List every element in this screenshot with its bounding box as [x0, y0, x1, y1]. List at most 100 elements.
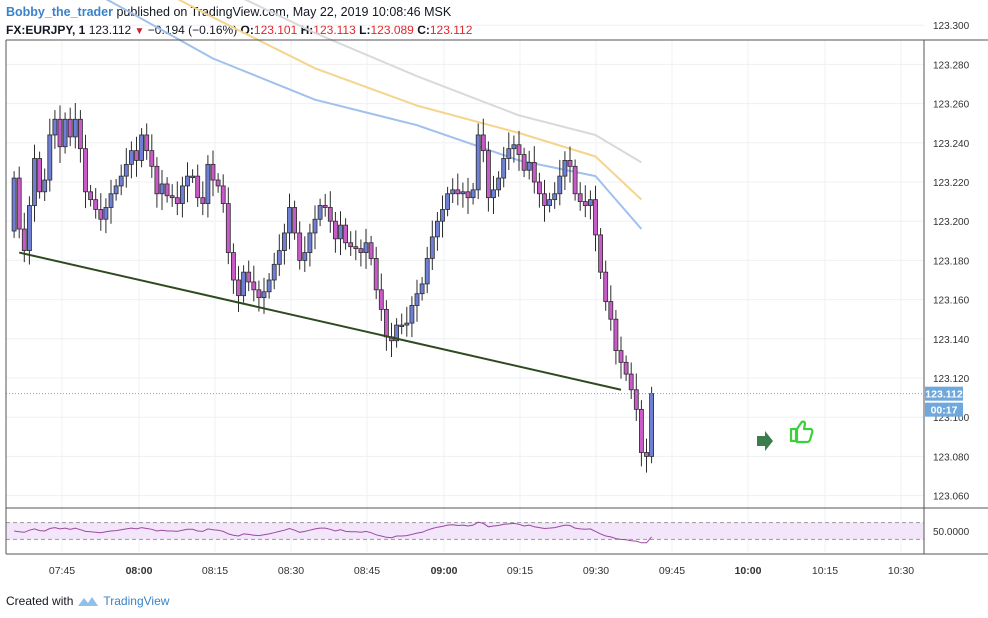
tradingview-logo-icon[interactable]	[77, 595, 99, 607]
candle	[62, 112, 68, 154]
candle	[93, 188, 99, 219]
candle-body	[57, 118, 63, 148]
candle-body	[78, 118, 83, 150]
candle	[521, 147, 527, 178]
candle	[440, 195, 445, 238]
support-trendline[interactable]	[18, 251, 622, 391]
rsi-panel	[6, 521, 924, 544]
thumbs-up-annotation[interactable]	[789, 420, 814, 444]
candle-body	[276, 250, 282, 265]
candle-body	[628, 373, 634, 391]
candle-body	[52, 118, 58, 136]
candle	[383, 300, 389, 351]
arrow-annotation[interactable]	[757, 431, 773, 451]
candle-body	[205, 163, 211, 204]
candle-body	[230, 252, 236, 281]
candle	[37, 151, 42, 199]
price-tick-label: 123.180	[933, 256, 970, 267]
candle-body	[144, 134, 150, 152]
candle-body	[307, 232, 313, 253]
candle-body	[169, 195, 175, 199]
candle	[353, 230, 359, 261]
candle-body	[644, 452, 649, 457]
candle	[16, 166, 22, 239]
candle	[542, 179, 547, 222]
candle-body	[429, 236, 435, 259]
time-tick-label: 08:15	[202, 565, 228, 577]
price-tick-label: 123.240	[933, 139, 970, 150]
candle	[368, 235, 374, 266]
candle	[547, 192, 552, 213]
price-tick-label: 123.300	[933, 21, 970, 32]
candle	[11, 171, 17, 238]
candle-body	[154, 165, 160, 195]
candle-body	[399, 324, 405, 327]
candle	[358, 239, 364, 267]
candle-body	[511, 144, 517, 150]
candle	[72, 103, 78, 149]
candle	[292, 200, 298, 240]
author-name[interactable]: Bobby_the_trader	[6, 5, 113, 19]
candle	[429, 220, 435, 271]
candle-body	[108, 193, 114, 208]
candle	[552, 182, 558, 209]
created-with-label: Created with	[6, 594, 74, 608]
candle-body	[261, 291, 267, 299]
moving-average-line	[177, 0, 643, 201]
candle	[424, 246, 430, 294]
candle	[649, 386, 654, 464]
time-tick-label: 08:00	[126, 565, 153, 577]
candle-body	[409, 305, 415, 324]
grid-lines	[6, 24, 924, 552]
candle-body	[62, 118, 68, 148]
candle	[603, 260, 609, 311]
rsi-tick-label: 50.0000	[933, 527, 970, 538]
candle-body	[251, 281, 257, 291]
candle-body	[582, 201, 588, 206]
candle	[450, 178, 456, 203]
candle-body	[123, 163, 129, 177]
candle	[281, 223, 287, 265]
published-text: published on TradingView.com, May 22, 20…	[116, 5, 452, 19]
candle	[633, 373, 639, 421]
candle-body	[322, 205, 328, 208]
tradingview-brand[interactable]: TradingView	[103, 594, 170, 608]
candle	[343, 218, 349, 250]
thumbs-up-icon[interactable]	[789, 420, 814, 444]
candle	[134, 136, 139, 177]
candle-body	[608, 301, 614, 320]
candle-body	[348, 242, 354, 248]
candle-body	[312, 218, 318, 234]
countdown-tag-bg	[925, 402, 963, 417]
candle	[322, 193, 328, 217]
right-arrow-icon[interactable]	[757, 431, 773, 451]
candle	[470, 182, 476, 205]
candle	[613, 309, 619, 365]
candle-body	[210, 163, 216, 181]
candle-body	[287, 207, 292, 234]
candle	[501, 146, 507, 188]
candle	[67, 107, 73, 147]
low-label: L:	[359, 23, 371, 37]
open-value: 123.101	[253, 23, 298, 37]
candle	[317, 198, 323, 227]
candle	[302, 236, 308, 272]
candle	[205, 155, 211, 218]
countdown-tag-text: 00:17	[931, 405, 958, 417]
candle-body	[32, 158, 37, 206]
time-tick-label: 07:45	[49, 565, 75, 577]
candle	[618, 336, 624, 379]
candle	[465, 177, 471, 214]
time-tick-label: 09:30	[583, 565, 609, 577]
candle	[608, 285, 614, 331]
candle-body	[455, 189, 461, 195]
candle	[118, 164, 124, 196]
candle-body	[521, 154, 527, 171]
candle-body	[542, 193, 547, 206]
candle	[516, 130, 522, 171]
price-tick-label: 123.280	[933, 60, 970, 71]
candle-body	[353, 246, 359, 250]
candle	[225, 187, 231, 265]
candle	[628, 362, 634, 399]
